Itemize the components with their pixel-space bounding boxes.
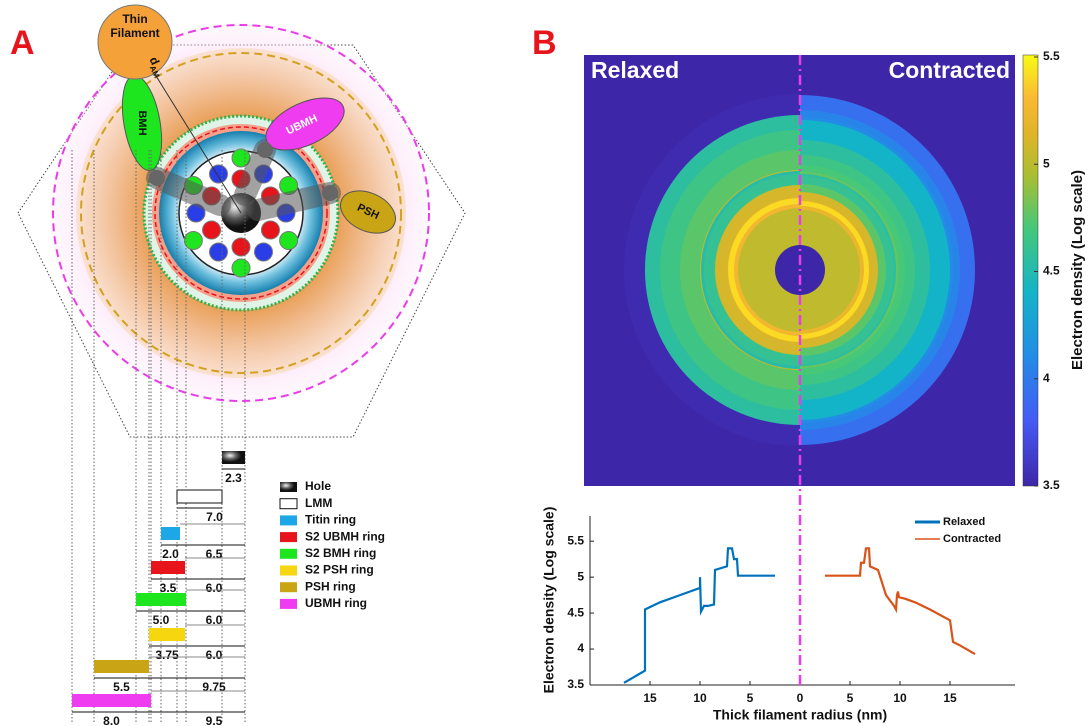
y-tick-label: 3.5 bbox=[567, 677, 584, 691]
series-line bbox=[624, 548, 775, 682]
x-tick-label: 15 bbox=[643, 691, 657, 705]
legend-label: Titin ring bbox=[305, 513, 356, 527]
scale-width: 2.3 bbox=[225, 471, 242, 485]
legend-label: S2 UBMH ring bbox=[305, 529, 385, 543]
legend-label: S2 BMH ring bbox=[305, 546, 376, 560]
dot bbox=[210, 165, 228, 183]
series-line bbox=[825, 548, 975, 654]
line-chart: 3.5 4 4.5 5 5.5 15 10 5 0 5 10 15 Relaxed Contracted bbox=[567, 516, 1015, 705]
scale-offset: 9.75 bbox=[202, 680, 226, 694]
x-tick-label: 15 bbox=[943, 691, 957, 705]
dot bbox=[210, 243, 228, 261]
scale-bar bbox=[222, 451, 245, 464]
myosin-diagram: BMH UBMH PSH Thin Filament dAM bbox=[18, 5, 465, 437]
panel-label: B bbox=[532, 24, 557, 62]
dot bbox=[232, 238, 250, 256]
thin-filament-label: Thin Filament bbox=[100, 12, 170, 40]
colorbar bbox=[1023, 55, 1038, 486]
legend-label: Relaxed bbox=[943, 516, 985, 528]
scale-offset: 6.0 bbox=[206, 581, 223, 595]
legend-label: LMM bbox=[305, 496, 332, 510]
scale-width: 7.0 bbox=[206, 510, 223, 524]
scale-offset: 6.5 bbox=[206, 547, 223, 561]
y-tick-label: 5 bbox=[577, 569, 584, 583]
legend-swatch bbox=[280, 582, 297, 592]
legend: Hole LMM Titin ring S2 UBMH ring S2 BMH ring… bbox=[280, 479, 385, 610]
y-tick-label: 4.5 bbox=[567, 605, 584, 619]
y-axis-label: Electron density (Log scale) bbox=[541, 507, 557, 694]
dot bbox=[280, 232, 298, 250]
colorbar-tick-label: 3.5 bbox=[1043, 478, 1060, 492]
heatmap-label: Relaxed bbox=[591, 57, 679, 83]
x-tick-label: 5 bbox=[747, 691, 754, 705]
dot bbox=[184, 232, 202, 250]
scale-bar bbox=[72, 694, 151, 707]
panel-label: A bbox=[10, 24, 35, 62]
legend-swatch bbox=[280, 482, 297, 492]
colorbar-tick-label: 4 bbox=[1043, 371, 1050, 385]
dot bbox=[203, 221, 221, 239]
scale-bar bbox=[136, 593, 186, 606]
x-tick-label: 5 bbox=[847, 691, 854, 705]
heatmap-label: Contracted bbox=[889, 57, 1010, 83]
dot bbox=[232, 259, 250, 277]
figure: A B BMH UBMH PSH Thin Filament bbox=[0, 0, 1092, 726]
x-tick-label: 0 bbox=[797, 691, 804, 705]
legend-swatch bbox=[280, 599, 297, 609]
scale-bar bbox=[149, 628, 185, 641]
legend-swatch bbox=[280, 566, 297, 576]
dot bbox=[255, 243, 273, 261]
scale-bar bbox=[177, 490, 222, 503]
legend-label: UBMH ring bbox=[305, 596, 367, 610]
y-tick-label: 4 bbox=[577, 641, 584, 655]
legend-swatch bbox=[280, 532, 297, 542]
scale-width: 2.0 bbox=[162, 547, 179, 561]
thin-filament-box: Thin Filament bbox=[100, 12, 170, 48]
legend-swatch bbox=[280, 549, 297, 559]
joint bbox=[257, 142, 273, 158]
head-label: BMH bbox=[136, 110, 148, 135]
legend-label: S2 PSH ring bbox=[305, 563, 374, 577]
scale-offset: 9.5 bbox=[206, 714, 223, 726]
dot bbox=[261, 221, 279, 239]
page: A B BMH UBMH PSH Thin Filament bbox=[0, 0, 1092, 726]
legend-label: PSH ring bbox=[305, 579, 356, 593]
scale-width: 5.5 bbox=[113, 680, 130, 694]
x-tick-label: 10 bbox=[893, 691, 907, 705]
scale-bar bbox=[94, 660, 149, 673]
legend-label: Contracted bbox=[943, 533, 1001, 545]
colorbar-label: Electron density (Log scale) bbox=[1069, 170, 1086, 370]
colorbar-tick-label: 4.5 bbox=[1043, 264, 1060, 278]
scale-bar bbox=[151, 561, 185, 574]
scale-bar bbox=[161, 527, 180, 540]
x-axis-label: Thick filament radius (nm) bbox=[713, 707, 887, 723]
legend-swatch bbox=[280, 499, 297, 509]
joint bbox=[322, 185, 338, 201]
legend-swatch bbox=[280, 515, 297, 525]
scale-offset: 6.0 bbox=[206, 648, 223, 662]
y-tick-label: 5.5 bbox=[567, 533, 584, 547]
scale-width: 5.0 bbox=[153, 613, 170, 627]
colorbar-tick-label: 5 bbox=[1043, 156, 1050, 170]
scale-width: 8.0 bbox=[103, 714, 120, 726]
x-tick-label: 10 bbox=[693, 691, 707, 705]
scale-width: 3.75 bbox=[155, 648, 179, 662]
colorbar-tick-label: 5.5 bbox=[1043, 49, 1060, 63]
legend-label: Hole bbox=[305, 479, 331, 493]
